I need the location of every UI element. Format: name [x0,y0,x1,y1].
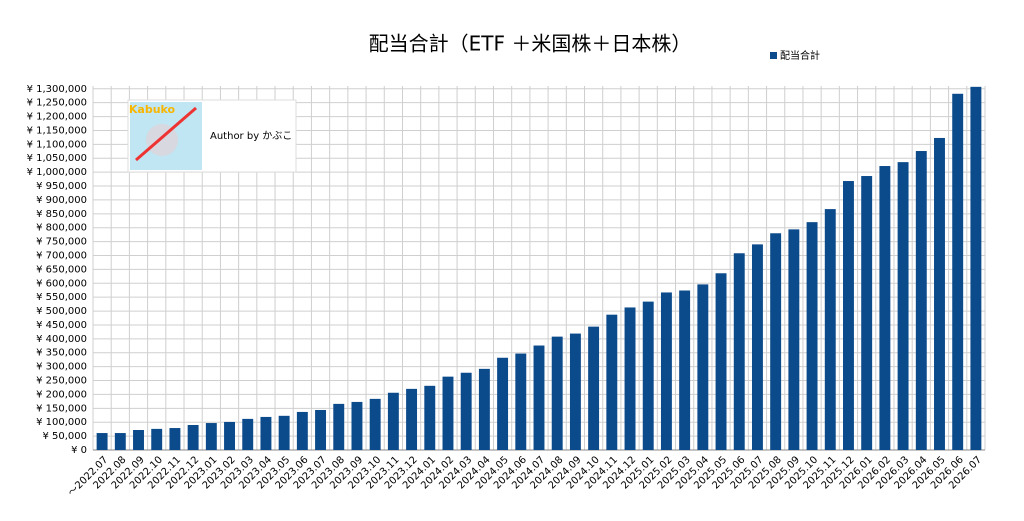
bar [551,336,563,450]
y-tick-label: ¥ 1,250,000 [27,98,87,109]
badge-caption: Author by かぶこ [210,130,292,142]
bar [333,403,345,450]
y-tick-label: ¥ 550,000 [36,292,87,303]
bar [533,345,545,450]
badge-logo: Kabuko [129,103,176,116]
bar [824,209,836,450]
bar [806,222,818,450]
bar [660,292,672,450]
bar [260,416,272,450]
bar [515,353,527,450]
y-tick-label: ¥ 0 [71,445,87,456]
bar [369,398,381,450]
bar [733,253,745,450]
y-tick-label: ¥ 150,000 [36,403,87,414]
bar [970,86,982,450]
y-tick-label: ¥ 450,000 [36,320,87,331]
bar [478,368,490,450]
chart-title: 配当合計（ETF ＋米国株＋日本株） [369,32,692,56]
y-tick-label: ¥ 1,200,000 [27,112,87,123]
bar [114,433,126,450]
y-tick-label: ¥ 1,150,000 [27,125,87,136]
bar [770,233,782,450]
bar [606,314,618,450]
bar [278,415,290,450]
bar [460,372,472,450]
bar [151,428,163,450]
bar [442,376,454,450]
y-tick-label: ¥ 400,000 [36,334,87,345]
bar [133,429,144,450]
author-badge: Kabuko Author by かぶこ [127,99,297,173]
bar [424,385,436,450]
bar [242,418,254,450]
y-tick-label: ¥ 200,000 [36,389,87,400]
y-tick-label: ¥ 1,100,000 [27,139,87,150]
y-tick-label: ¥ 900,000 [36,195,87,206]
bar [751,244,763,450]
y-tick-label: ¥ 100,000 [36,417,87,428]
bar [387,392,399,450]
arrow-icon [135,106,197,162]
bar [843,181,854,451]
y-tick-label: ¥ 800,000 [36,223,87,234]
bar [788,229,800,450]
y-tick-label: ¥ 350,000 [36,348,87,359]
legend-label: 配当合計 [780,49,820,62]
y-tick-label: ¥ 950,000 [36,181,87,192]
bar [588,326,600,450]
bar [679,290,691,450]
y-tick-label: ¥ 1,050,000 [27,153,87,164]
bar [697,284,709,450]
bar [897,162,909,451]
y-tick-label: ¥ 600,000 [36,278,87,289]
bar [187,424,199,450]
y-tick-label: ¥ 1,000,000 [27,167,87,178]
bar [934,137,945,450]
bar [205,423,217,450]
y-tick-label: ¥ 650,000 [36,264,87,275]
bar [624,307,636,450]
bar [497,357,509,450]
y-tick-label: ¥ 850,000 [36,209,87,220]
y-tick-label: ¥ 500,000 [36,306,87,317]
bar [952,93,964,450]
bar [642,301,654,450]
bar [315,409,327,450]
bar [296,411,308,450]
bar [406,388,418,450]
bar [351,401,363,450]
y-tick-label: ¥ 750,000 [36,237,87,248]
y-tick-label: ¥ 700,000 [36,250,87,261]
y-tick-label: ¥ 300,000 [36,362,87,373]
bar [224,421,235,450]
y-tick-label: ¥ 250,000 [36,376,87,387]
y-tick-label: ¥ 1,300,000 [27,84,87,95]
bar [715,273,727,450]
bar [96,433,108,450]
bar [915,151,927,451]
bar [169,428,181,450]
bar [861,176,873,451]
bar [569,333,581,450]
y-tick-label: ¥ 50,000 [42,431,87,442]
bar [879,166,891,451]
legend-swatch [770,52,777,59]
